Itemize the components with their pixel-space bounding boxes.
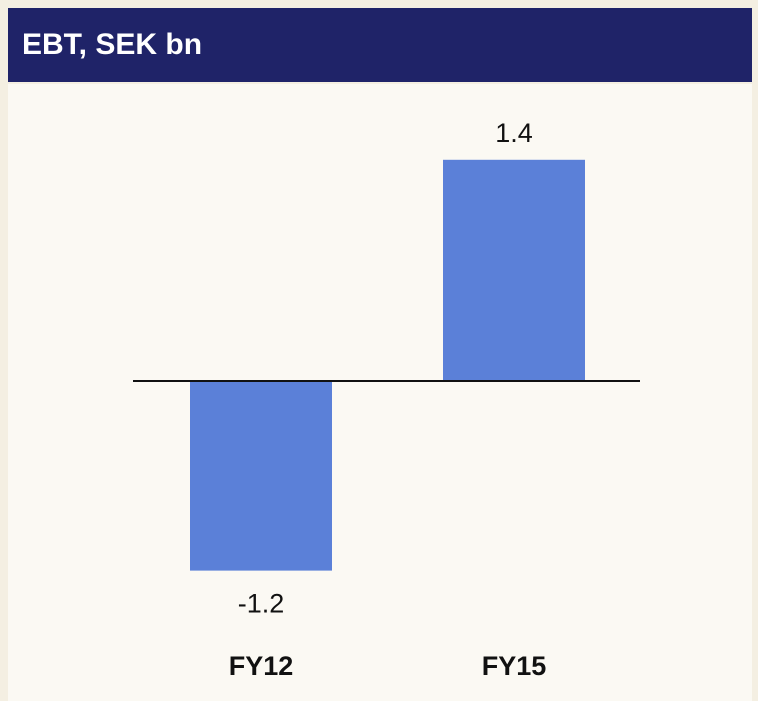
bar <box>443 159 585 381</box>
value-label: -1.2 <box>238 589 285 619</box>
header-band <box>8 8 752 82</box>
chart-title: EBT, SEK bn <box>22 28 202 61</box>
x-tick-label: FY15 <box>482 651 547 681</box>
value-label: 1.4 <box>495 118 533 148</box>
plot-panel <box>8 84 752 701</box>
x-tick-label: FY12 <box>229 651 294 681</box>
bar <box>190 381 332 571</box>
